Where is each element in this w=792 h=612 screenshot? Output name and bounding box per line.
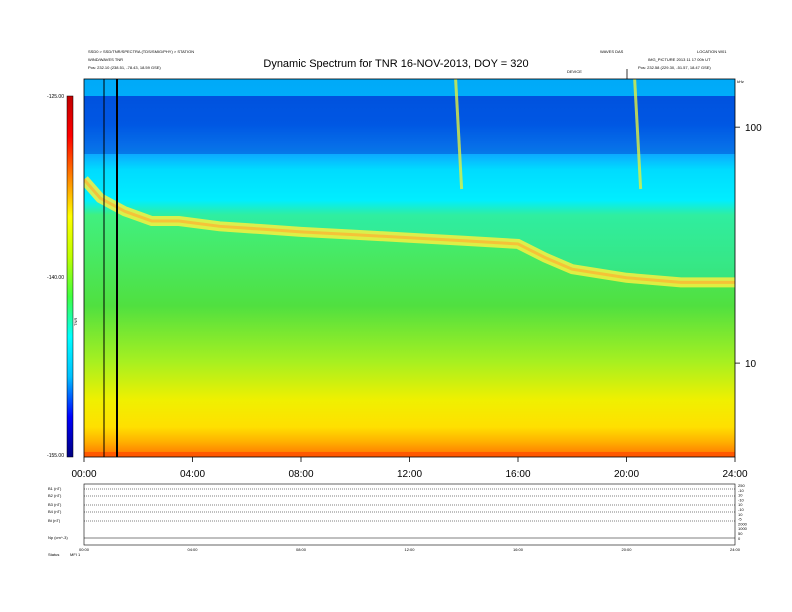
header-right-pos: Pos: 232.58 (229.30, -51.57, 18.47 GSE) bbox=[638, 65, 711, 70]
header-left-line1: SSD0 > SSD/TNR/SPECTRA (TDS/SMIG/PHY) > … bbox=[88, 49, 195, 54]
plasma-line bbox=[84, 178, 735, 284]
pos-label-left: Pos: bbox=[88, 65, 97, 70]
y-axis: 100 10 bbox=[735, 123, 762, 370]
panel-right-label: 10 bbox=[738, 502, 743, 507]
y-tick-label: 100 bbox=[745, 123, 762, 134]
panel-right-label: 2000 bbox=[738, 521, 748, 526]
panel-x-tick-label: 12:00 bbox=[404, 547, 415, 552]
x-tick-label: 20:00 bbox=[614, 469, 639, 480]
header-units: kHz bbox=[737, 79, 744, 84]
panel-footer-label: Status bbox=[48, 552, 59, 557]
x-tick-label: 08:00 bbox=[288, 469, 313, 480]
pos-value-left: 232.10 (238.51, -78.43, 18.59 GSE) bbox=[97, 65, 161, 70]
cyan-region bbox=[84, 79, 735, 283]
header-right-b: LOCATION W01 bbox=[697, 49, 727, 54]
chart-title: Dynamic Spectrum for TNR 16-NOV-2013, DO… bbox=[263, 58, 529, 70]
panel-x-tick-label: 20:00 bbox=[621, 547, 632, 552]
panel-right-label: 10 bbox=[738, 493, 743, 498]
upper-band bbox=[84, 96, 735, 154]
panel-label: B1 (nT) bbox=[48, 486, 62, 491]
panel-right-label: 250 bbox=[738, 483, 745, 488]
colorbar-tick-label: -155.00 bbox=[47, 453, 64, 459]
x-tick-label: 12:00 bbox=[397, 469, 422, 480]
bottom-band bbox=[84, 452, 735, 457]
colorbar-ticks: -125.00 -140.00 -155.00 TNR bbox=[47, 94, 78, 459]
panel-right-label: -10 bbox=[738, 497, 745, 502]
panel-x-tick-label: 04:00 bbox=[187, 547, 198, 552]
x-tick-label: 16:00 bbox=[505, 469, 530, 480]
panel-right-label: -10 bbox=[738, 488, 745, 493]
panel-label: Bt (nT) bbox=[48, 518, 61, 523]
x-tick-label: 04:00 bbox=[180, 469, 205, 480]
panel-label: B3 (nT) bbox=[48, 502, 62, 507]
colorbar-tick-label: -125.00 bbox=[47, 94, 64, 100]
panel-label: B4 (nT) bbox=[48, 509, 62, 514]
radio-burst bbox=[454, 79, 464, 190]
panel-x-tick-label: 16:00 bbox=[513, 547, 524, 552]
x-tick-label: 24:00 bbox=[722, 469, 747, 480]
y-tick-label: 10 bbox=[745, 359, 757, 370]
plasma-line-group bbox=[84, 79, 735, 288]
panel-x-tick-label: 00:00 bbox=[79, 547, 90, 552]
panel-right-label: 50 bbox=[738, 531, 743, 536]
panel-right-label: 10 bbox=[738, 512, 743, 517]
burst-group bbox=[454, 79, 643, 190]
panel-footer-value: MFI 1 bbox=[70, 552, 81, 557]
panel-right-label: -5 bbox=[738, 517, 742, 522]
x-tick-label: 00:00 bbox=[71, 469, 96, 480]
plot-area bbox=[84, 79, 735, 457]
panel-right-label: 0 bbox=[738, 536, 741, 541]
panel-label: Np (cm^-3) bbox=[48, 535, 68, 540]
colorbar bbox=[66, 95, 74, 458]
lower-panel-frame bbox=[83, 483, 736, 546]
panel-right-label: -10 bbox=[738, 507, 745, 512]
header-right-a: WAVES DAS bbox=[600, 49, 624, 54]
colorbar-tick-label: -140.00 bbox=[47, 275, 64, 281]
panel-x-tick-label: 24:00 bbox=[730, 547, 741, 552]
panel-right-label: 1000 bbox=[738, 526, 748, 531]
colorbar-label: TNR bbox=[73, 318, 78, 326]
pos-label-right: Pos: bbox=[638, 65, 647, 70]
panel-label: B2 (nT) bbox=[48, 493, 62, 498]
lower-panels: B1 (nT) B2 (nT) B3 (nT) B4 (nT) Bt (nT) Np (c… bbox=[48, 483, 748, 557]
pos-value-right: 232.58 (229.30, -51.57, 18.47 GSE) bbox=[647, 65, 711, 70]
radio-burst bbox=[633, 79, 643, 190]
header-left-line2: WIND/WAVES TNR bbox=[88, 57, 124, 62]
panel-x-tick-label: 08:00 bbox=[296, 547, 307, 552]
header-device: DEVICE bbox=[567, 69, 582, 74]
x-axis: 00:00 04:00 08:00 12:00 16:00 20:00 24:00 bbox=[71, 457, 748, 480]
top-band bbox=[84, 79, 735, 96]
header-left-line3: Pos: 232.10 (238.51, -78.43, 18.59 GSE) bbox=[88, 65, 161, 70]
header-right-c: IMG_PICTURE 2013 11 17 00h UT bbox=[648, 57, 711, 62]
